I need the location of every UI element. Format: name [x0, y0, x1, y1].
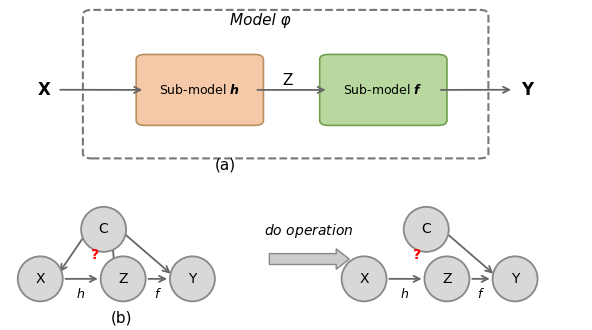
- Text: Z: Z: [442, 272, 452, 286]
- FancyBboxPatch shape: [136, 54, 263, 125]
- Text: Z: Z: [118, 272, 128, 286]
- Ellipse shape: [18, 256, 63, 301]
- Text: ?: ?: [91, 248, 99, 262]
- Text: X: X: [36, 272, 45, 286]
- Text: $h$: $h$: [400, 287, 409, 301]
- Text: Y: Y: [521, 81, 533, 99]
- Ellipse shape: [493, 256, 538, 301]
- Ellipse shape: [101, 256, 146, 301]
- Text: ?: ?: [413, 248, 422, 262]
- Ellipse shape: [81, 207, 126, 252]
- FancyArrow shape: [269, 249, 349, 269]
- Text: (b): (b): [111, 311, 132, 326]
- Text: C: C: [422, 222, 431, 236]
- Text: (a): (a): [214, 157, 236, 173]
- Text: Model φ: Model φ: [230, 13, 291, 28]
- FancyBboxPatch shape: [320, 54, 447, 125]
- Text: $do$ operation: $do$ operation: [265, 222, 353, 240]
- Text: $f$: $f$: [154, 287, 162, 301]
- Text: C: C: [99, 222, 108, 236]
- Text: Z: Z: [282, 73, 292, 88]
- Text: X: X: [359, 272, 369, 286]
- Text: Sub-model $\boldsymbol{f}$: Sub-model $\boldsymbol{f}$: [343, 83, 423, 97]
- Text: Sub-model $\boldsymbol{h}$: Sub-model $\boldsymbol{h}$: [159, 83, 240, 97]
- Text: X: X: [38, 81, 51, 99]
- Ellipse shape: [342, 256, 387, 301]
- Ellipse shape: [404, 207, 449, 252]
- Text: $h$: $h$: [76, 287, 85, 301]
- Text: Y: Y: [511, 272, 519, 286]
- Ellipse shape: [424, 256, 469, 301]
- Text: Y: Y: [188, 272, 197, 286]
- Text: $f$: $f$: [477, 287, 485, 301]
- Ellipse shape: [170, 256, 215, 301]
